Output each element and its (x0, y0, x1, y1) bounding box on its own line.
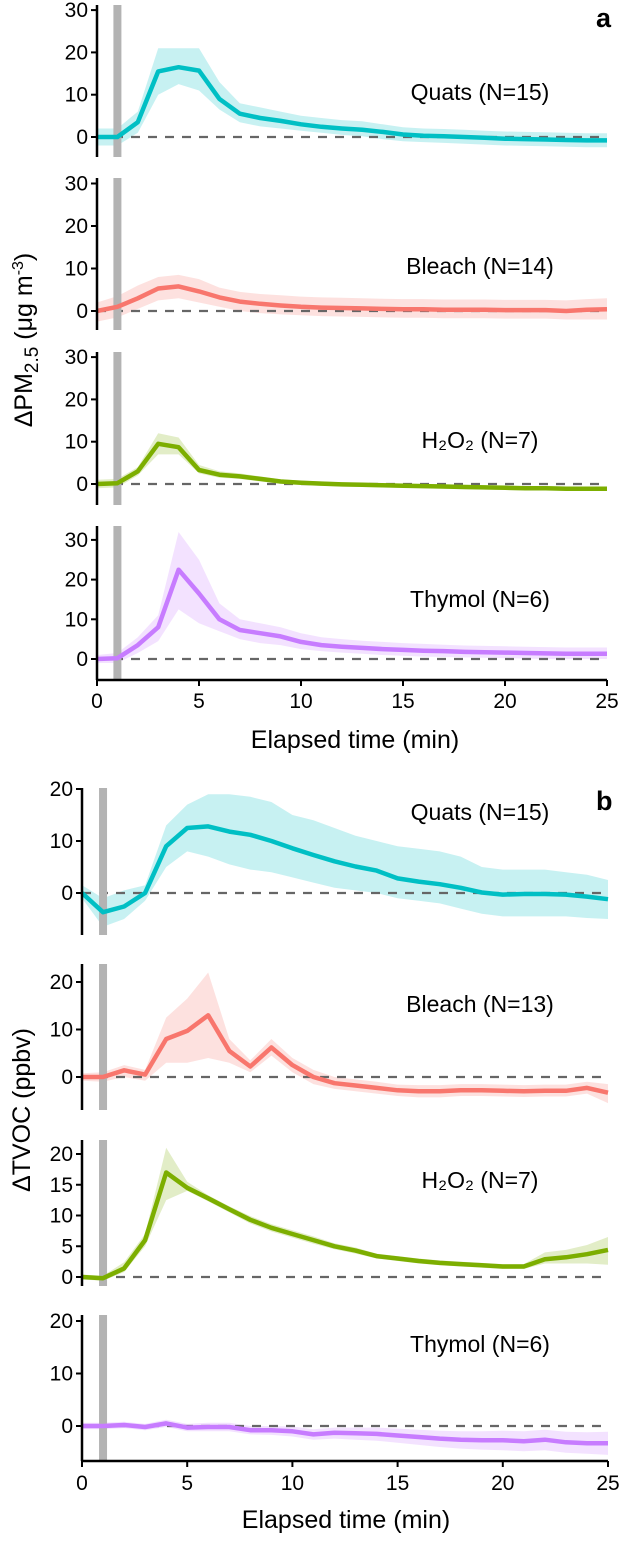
series-line-quats (97, 64, 607, 143)
subplot-quats-a: 0 10 20 30 Quats (N=15) (65, 0, 607, 157)
application-time-marker (113, 352, 122, 505)
y-tick-label: 20 (50, 971, 73, 994)
y-tick-label: 15 (50, 1174, 73, 1197)
subplot-thymol-a: 0 10 20 30 Thymol (N=6) (65, 526, 607, 680)
x-axis-label-b: Elapsed time (min) (242, 1506, 450, 1534)
series-line-bleach (82, 1013, 609, 1095)
y-tick-label: 10 (50, 830, 73, 853)
y-tick-label: 10 (50, 1019, 73, 1042)
confidence-band (82, 972, 608, 1104)
series-label-thymol: Thymol (N=6) (410, 586, 550, 612)
application-time-marker (99, 1315, 108, 1461)
series-label-quats: Quats (N=15) (411, 799, 550, 825)
x-tick-label: 0 (76, 1472, 88, 1495)
y-tick-label: 0 (76, 648, 88, 671)
y-tick-label: 0 (76, 473, 88, 496)
y-tick-label: 20 (50, 1143, 73, 1166)
y-tick-label: 20 (50, 1310, 73, 1333)
application-time-marker (113, 526, 122, 680)
application-time-marker (99, 788, 108, 935)
x-tick-label: 15 (391, 690, 414, 713)
x-tick-label: 10 (281, 1472, 304, 1495)
series-line-thymol (96, 567, 607, 662)
y-axis-label-a: ΔPM2.5 (μg m-3) (10, 253, 43, 428)
y-tick-label: 10 (65, 431, 88, 454)
y-tick-label: 30 (65, 346, 88, 369)
y-tick-label: 20 (65, 569, 88, 592)
subplot-bleach-a: 0 10 20 30 Bleach (N=14) (65, 173, 608, 330)
subplot-thymol-b: 0 10 20 Thymol (N=6) (50, 1310, 608, 1461)
y-tick-label: 20 (65, 388, 88, 411)
y-tick-label: 30 (65, 0, 88, 22)
panel-label-b: b (596, 786, 613, 816)
y-tick-label: 20 (50, 778, 73, 801)
y-tick-label: 5 (61, 1235, 73, 1258)
subplot-h2o2-b: 0 5 10 15 20 H₂O₂ (N=7) (50, 1140, 609, 1289)
x-axis-b: 0 5 10 15 20 25 (76, 1459, 620, 1495)
y-tick-label: 30 (65, 173, 88, 196)
application-time-marker (113, 5, 122, 157)
confidence-band (97, 274, 607, 322)
y-tick-label: 0 (76, 126, 88, 149)
subplot-h2o2-a: 0 10 20 30 H₂O₂ (N=7) (65, 346, 607, 505)
x-tick-label: 15 (386, 1472, 409, 1495)
series-label-h2o2: H₂O₂ (N=7) (422, 1167, 539, 1193)
y-tick-label: 20 (65, 215, 88, 238)
x-tick-label: 5 (181, 1472, 193, 1495)
series-line-h2o2 (96, 441, 607, 491)
y-tick-label: 10 (50, 1363, 73, 1386)
application-time-marker (113, 178, 122, 330)
y-tick-label: 0 (61, 882, 73, 905)
x-axis-label-a: Elapsed time (min) (251, 726, 459, 754)
subplot-quats-b: 0 10 20 Quats (N=15) (50, 778, 609, 935)
x-tick-label: 25 (595, 690, 618, 713)
x-tick-label: 20 (491, 1472, 514, 1495)
series-label-bleach: Bleach (N=14) (406, 253, 554, 279)
panel-label-a: a (596, 3, 612, 33)
subplot-bleach-b: 0 10 20 Bleach (N=13) (50, 964, 609, 1110)
y-tick-label: 0 (61, 1266, 73, 1289)
series-label-h2o2: H₂O₂ (N=7) (422, 427, 539, 453)
application-time-marker (99, 964, 108, 1110)
x-tick-label: 25 (596, 1472, 619, 1495)
x-tick-label: 10 (289, 690, 312, 713)
series-line-thymol (82, 1421, 608, 1446)
series-line-h2o2 (81, 1170, 609, 1281)
y-axis-label-b: ΔTVOC (ppbv) (8, 1028, 36, 1192)
x-tick-label: 5 (193, 690, 205, 713)
y-tick-label: 0 (61, 1066, 73, 1089)
y-tick-label: 10 (65, 258, 88, 281)
x-tick-label: 20 (493, 690, 516, 713)
series-line-bleach (96, 284, 608, 314)
confidence-band (97, 532, 607, 663)
y-tick-label: 20 (65, 41, 88, 64)
application-time-marker (99, 1140, 108, 1286)
y-tick-label: 30 (65, 529, 88, 552)
series-label-bleach: Bleach (N=13) (406, 991, 554, 1017)
y-tick-label: 10 (65, 84, 88, 107)
y-tick-label: 0 (61, 1415, 73, 1438)
series-line-quats (80, 824, 609, 915)
y-tick-label: 0 (76, 300, 88, 323)
series-label-thymol: Thymol (N=6) (410, 1331, 550, 1357)
x-axis-a: 0 5 10 15 20 25 (91, 678, 619, 713)
y-tick-label: 10 (65, 608, 88, 631)
y-tick-label: 10 (50, 1205, 73, 1228)
x-tick-label: 0 (91, 690, 103, 713)
series-label-quats: Quats (N=15) (411, 79, 550, 105)
